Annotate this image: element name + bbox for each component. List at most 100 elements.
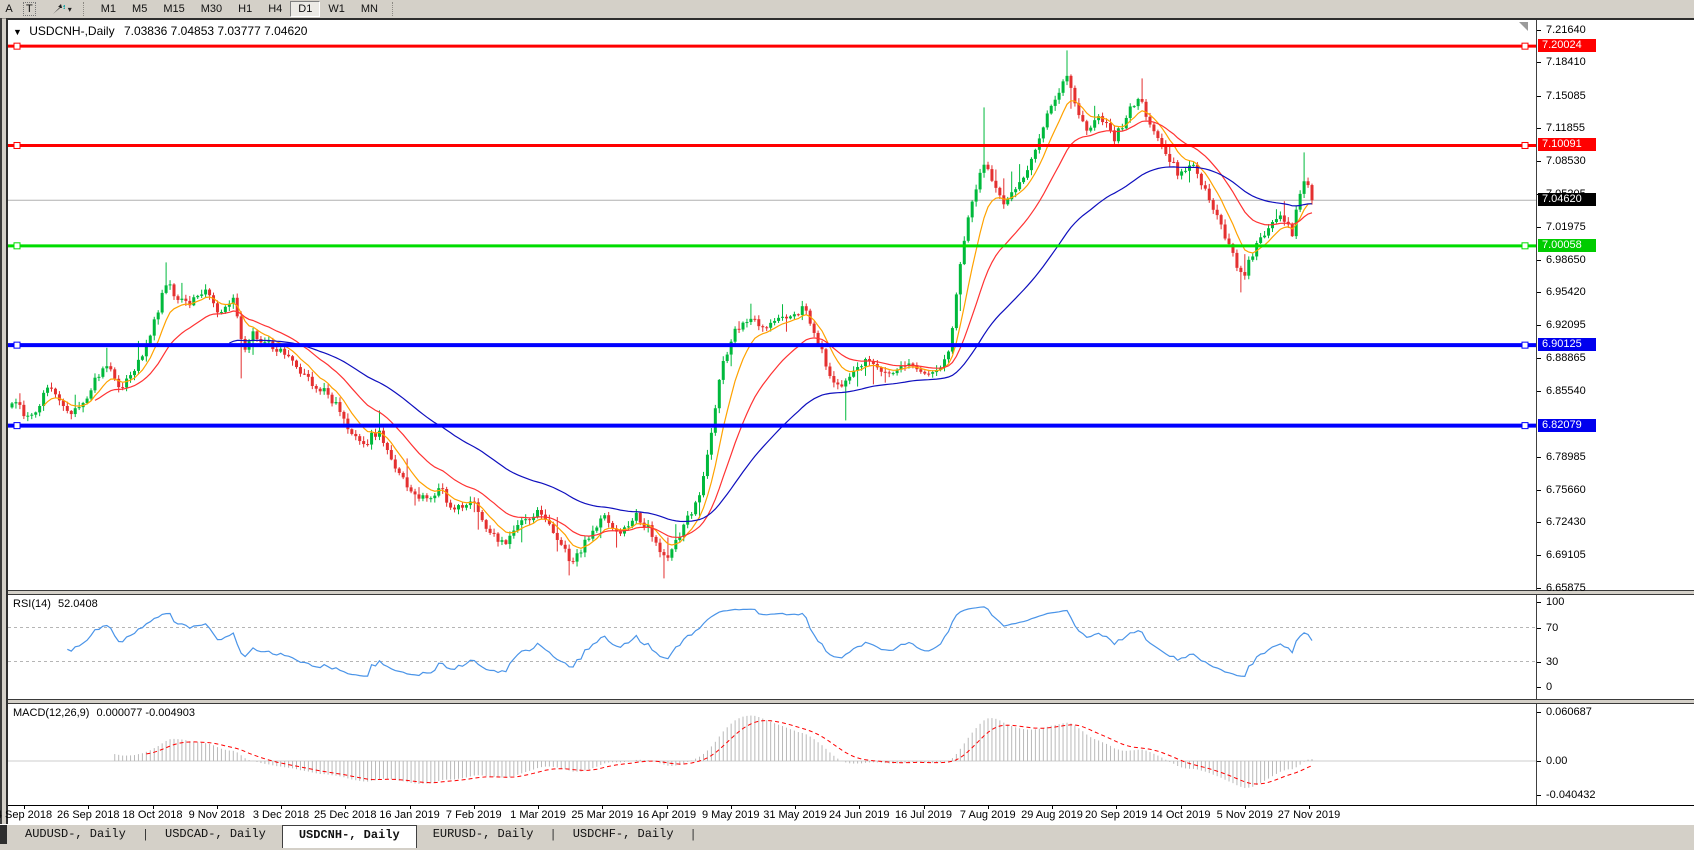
toolbar-separator-2 bbox=[391, 2, 398, 16]
time-axis-tick bbox=[538, 806, 539, 809]
tf-button-h1[interactable]: H1 bbox=[230, 1, 261, 17]
hline-handle[interactable] bbox=[1521, 341, 1529, 349]
hline-handle[interactable] bbox=[1521, 242, 1529, 250]
chart-title: ▼ USDCNH-,Daily 7.03836 7.04853 7.03777 … bbox=[13, 24, 307, 38]
rsi-axis-tick-label: 0 bbox=[1546, 681, 1553, 693]
time-axis-date-label: 5 Nov 2019 bbox=[1216, 809, 1273, 821]
tab-separator-3: | bbox=[689, 828, 697, 842]
chart-shift-marker[interactable] bbox=[1519, 22, 1528, 31]
time-axis-tick bbox=[88, 806, 90, 809]
hline-handle[interactable] bbox=[13, 422, 21, 430]
pane-separator-2[interactable] bbox=[8, 699, 1694, 704]
time-axis-tick bbox=[1309, 806, 1310, 809]
tf-button-d1[interactable]: D1 bbox=[290, 1, 321, 17]
price-axis-tick-label: 6.65875 bbox=[1546, 581, 1586, 594]
time-axis-date-label: 1 Mar 2019 bbox=[510, 809, 566, 821]
hline-handle[interactable] bbox=[1521, 422, 1529, 430]
price-axis[interactable]: 7.216407.184107.150857.118557.085307.052… bbox=[1536, 20, 1694, 594]
macd-axis[interactable]: 0.060687 0.00 -0.040432 bbox=[1536, 704, 1694, 805]
tf-button-m5[interactable]: M5 bbox=[124, 1, 156, 17]
time-axis-tick bbox=[1116, 806, 1118, 809]
macd-axis-tick-label: 0.00 bbox=[1546, 755, 1568, 767]
hline-handle[interactable] bbox=[13, 141, 21, 149]
hline-handle[interactable] bbox=[1521, 42, 1529, 50]
tf-button-m1[interactable]: M1 bbox=[92, 1, 125, 17]
tf-button-mn[interactable]: MN bbox=[352, 1, 386, 17]
price-chart-canvas[interactable] bbox=[8, 20, 1536, 590]
time-axis-date-label: 25 Dec 2018 bbox=[314, 809, 377, 821]
price-axis-tick-dash bbox=[1537, 30, 1541, 31]
tab-separator: | bbox=[141, 828, 150, 842]
price-axis-tick-label: 6.98650 bbox=[1546, 253, 1586, 266]
rsi-pane: RSI(14) 52.0408 100 70 30 0 bbox=[8, 595, 1694, 699]
time-axis-date-label: 27 Nov 2019 bbox=[1277, 809, 1341, 821]
price-axis-tick-dash bbox=[1537, 259, 1541, 261]
rsi-label: RSI(14) 52.0408 bbox=[13, 598, 98, 610]
ma-fast-line bbox=[43, 100, 1313, 549]
rsi-axis-tick-label: 70 bbox=[1546, 621, 1559, 634]
macd-histogram bbox=[114, 715, 1313, 789]
price-axis-tick-dash bbox=[1537, 127, 1541, 129]
price-axis-tick-label: 6.85540 bbox=[1546, 385, 1586, 397]
hline-handle[interactable] bbox=[13, 242, 21, 250]
time-axis-tick bbox=[666, 806, 668, 809]
rsi-axis[interactable]: 100 70 30 0 bbox=[1536, 595, 1694, 699]
tab-usdchf[interactable]: USDCHF-, Daily bbox=[572, 827, 674, 841]
time-axis-tick bbox=[409, 806, 411, 809]
time-axis[interactable]: 4 Sep 2018 26 Sep 2018 18 Oct 2018 9 Nov 20… bbox=[0, 805, 1694, 824]
tab-usdcnh[interactable]: USDCNH-, Daily bbox=[281, 825, 417, 848]
macd-signal-line bbox=[146, 720, 1313, 785]
time-axis-tick bbox=[473, 806, 475, 809]
ma-mid-line bbox=[94, 120, 1313, 538]
macd-indicator-name: MACD(12,26,9) bbox=[13, 707, 90, 719]
time-axis-date-label: 9 May 2019 bbox=[702, 809, 760, 821]
tf-button-w1[interactable]: W1 bbox=[320, 1, 353, 17]
candles bbox=[10, 50, 1314, 579]
price-axis-tick-label: 7.08530 bbox=[1546, 155, 1586, 168]
price-axis-tick-dash bbox=[1537, 555, 1541, 557]
tf-button-h4[interactable]: H4 bbox=[260, 1, 291, 17]
chart-window: ▼ USDCNH-,Daily 7.03836 7.04853 7.03777 … bbox=[0, 18, 1694, 824]
price-badge-7.20024: 7.20024 bbox=[1538, 39, 1596, 53]
tab-eurusd[interactable]: EURUSD-, Daily bbox=[432, 827, 534, 841]
draw-style-dropdown[interactable]: ▾ bbox=[46, 0, 77, 18]
time-axis-tick bbox=[923, 806, 925, 809]
price-axis-tick-label: 6.88865 bbox=[1546, 351, 1586, 364]
price-axis-tick-dash bbox=[1537, 161, 1541, 163]
time-axis-date-label: 25 Mar 2019 bbox=[571, 809, 634, 821]
price-pane: ▼ USDCNH-,Daily 7.03836 7.04853 7.03777 … bbox=[8, 20, 1694, 594]
time-axis-tick bbox=[152, 806, 154, 809]
text-tool-button[interactable]: T bbox=[18, 1, 41, 17]
macd-axis-tick-dash bbox=[1537, 761, 1541, 762]
hline-handle[interactable] bbox=[13, 42, 21, 50]
hline-handle[interactable] bbox=[13, 341, 21, 349]
tf-button-m15[interactable]: M15 bbox=[155, 1, 193, 17]
tab-audusd[interactable]: AUDUSD-, Daily bbox=[25, 827, 126, 841]
chart-symbol-period: USDCNH-,Daily bbox=[29, 24, 115, 38]
price-axis-tick-label: 6.75660 bbox=[1546, 483, 1586, 496]
hline-handle[interactable] bbox=[1521, 141, 1529, 149]
macd-pane: MACD(12,26,9) 0.000077 -0.004903 0.06068… bbox=[8, 704, 1694, 805]
rsi-indicator-name: RSI(14) bbox=[13, 598, 51, 610]
time-axis-tick bbox=[216, 806, 218, 809]
time-axis-tick bbox=[345, 806, 347, 809]
price-axis-tick-label: 7.21640 bbox=[1546, 24, 1586, 36]
time-axis-tick bbox=[859, 806, 861, 809]
macd-axis-tick-label: -0.040432 bbox=[1546, 788, 1596, 801]
price-axis-tick-dash bbox=[1537, 95, 1541, 97]
price-badge-7.10091: 7.10091 bbox=[1538, 138, 1596, 152]
price-axis-tick-dash bbox=[1537, 391, 1541, 392]
macd-chart-canvas[interactable] bbox=[8, 704, 1536, 805]
tf-button-m30[interactable]: M30 bbox=[192, 1, 231, 17]
rsi-chart-canvas[interactable] bbox=[8, 595, 1536, 699]
pane-separator[interactable] bbox=[8, 590, 1694, 595]
time-axis-tick bbox=[24, 806, 25, 809]
tab-usdcad[interactable]: USDCAD-, Daily bbox=[165, 827, 266, 841]
collapse-triangle-icon[interactable]: ▼ bbox=[13, 27, 22, 37]
time-axis-tick bbox=[987, 806, 989, 809]
price-badge-6.90125: 6.90125 bbox=[1538, 338, 1596, 352]
arrow-tool-button[interactable]: A bbox=[0, 1, 18, 17]
time-axis-tick bbox=[281, 806, 282, 809]
toolbar-separator bbox=[82, 2, 89, 16]
tab-separator-2: | bbox=[549, 828, 557, 842]
